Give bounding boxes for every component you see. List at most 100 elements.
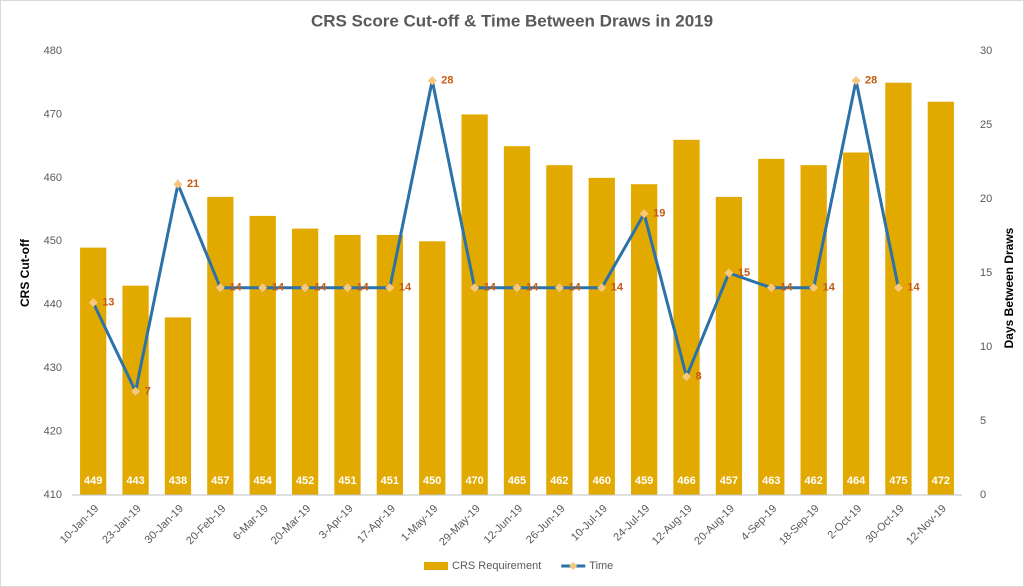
y2-axis-label: Days Between Draws <box>1002 227 1016 348</box>
y-tick-label: 450 <box>44 235 62 247</box>
bar-value-label: 466 <box>677 475 695 487</box>
bar <box>927 101 954 495</box>
y-tick-label: 420 <box>44 425 62 437</box>
line-value-label: 14 <box>780 282 793 294</box>
line-value-label: 14 <box>907 282 920 294</box>
y2-tick-label: 0 <box>980 489 986 501</box>
line-value-label: 19 <box>653 208 665 220</box>
y-tick-label: 470 <box>44 108 62 120</box>
line-marker <box>342 283 352 293</box>
line-marker <box>427 76 437 86</box>
bar <box>758 158 785 496</box>
line-marker <box>639 209 649 219</box>
bar-value-label: 438 <box>169 475 187 487</box>
bar-value-label: 475 <box>889 475 907 487</box>
legend-label: CRS Requirement <box>452 560 541 572</box>
line-value-label: 13 <box>102 297 114 309</box>
bar <box>334 234 361 495</box>
line-marker <box>300 283 310 293</box>
y-axis-label: CRS Cut-off <box>18 238 32 307</box>
bar <box>164 317 192 495</box>
bar <box>376 234 403 495</box>
bar <box>631 184 658 495</box>
bar-value-label: 452 <box>296 475 314 487</box>
bar-value-label: 460 <box>593 475 611 487</box>
line-marker <box>554 283 564 293</box>
line-marker <box>88 298 98 308</box>
bar-value-label: 465 <box>508 475 526 487</box>
bar <box>419 241 446 495</box>
bar <box>461 114 488 495</box>
y2-tick-label: 25 <box>980 119 992 131</box>
legend-label: Time <box>589 560 613 572</box>
line-value-label: 14 <box>823 282 836 294</box>
bar-value-label: 463 <box>762 475 780 487</box>
bar-value-label: 470 <box>465 475 483 487</box>
bar <box>715 196 743 495</box>
line-value-label: 14 <box>399 282 412 294</box>
line-marker <box>173 179 183 189</box>
line-value-label: 28 <box>441 75 453 87</box>
bar <box>80 247 107 495</box>
bar-value-label: 454 <box>254 475 273 487</box>
line <box>91 80 900 397</box>
y2-tick-label: 15 <box>980 267 992 279</box>
line-marker <box>766 283 776 293</box>
bar-value-label: 457 <box>211 475 229 487</box>
line-value-label: 14 <box>272 282 285 294</box>
legend-marker <box>569 562 578 570</box>
bar <box>291 228 319 495</box>
y2-tick-label: 30 <box>980 45 992 57</box>
bar <box>249 215 276 495</box>
line-value-label: 7 <box>145 385 151 397</box>
line-marker <box>893 283 903 293</box>
line-marker <box>512 283 522 293</box>
line-value-label: 14 <box>526 282 539 294</box>
bar-value-label: 450 <box>423 475 441 487</box>
line-marker <box>724 268 734 278</box>
line-marker <box>385 283 395 293</box>
bar <box>207 196 234 495</box>
y-tick-label: 430 <box>44 362 62 374</box>
line-value-label: 28 <box>865 75 877 87</box>
bar-value-label: 449 <box>84 475 102 487</box>
line-value-label: 14 <box>229 282 242 294</box>
bar-value-label: 472 <box>932 475 950 487</box>
bar-value-label: 462 <box>550 475 568 487</box>
line-value-label: 8 <box>696 371 702 383</box>
bar-value-label: 443 <box>126 475 144 487</box>
bar-value-label: 457 <box>720 475 738 487</box>
line-value-label: 15 <box>738 267 750 279</box>
line-value-label: 14 <box>484 282 497 294</box>
line-value-label: 14 <box>314 282 327 294</box>
line-marker <box>809 283 819 293</box>
bar <box>588 177 615 495</box>
y-tick-label: 410 <box>44 489 62 501</box>
chart-title: CRS Score Cut-off & Time Between Draws i… <box>311 11 713 30</box>
bar-value-label: 464 <box>847 475 866 487</box>
y-tick-label: 440 <box>44 299 62 311</box>
bar-value-label: 459 <box>635 475 653 487</box>
bar-value-label: 462 <box>804 475 822 487</box>
line-marker <box>851 76 861 86</box>
line-marker <box>131 386 141 396</box>
y2-tick-label: 20 <box>980 193 992 205</box>
bar-value-label: 451 <box>338 475 356 487</box>
legend-swatch <box>424 562 448 570</box>
line-value-label: 14 <box>611 282 624 294</box>
y2-tick-label: 10 <box>980 341 992 353</box>
line-marker <box>470 283 480 293</box>
line-value-label: 14 <box>356 282 369 294</box>
y-tick-label: 460 <box>44 172 62 184</box>
bar <box>842 152 870 495</box>
bar <box>800 165 827 495</box>
y2-tick-label: 5 <box>980 415 986 427</box>
line-value-label: 14 <box>568 282 581 294</box>
line-value-label: 21 <box>187 178 199 190</box>
line-marker <box>597 283 607 293</box>
line-marker <box>258 283 268 293</box>
line-marker <box>215 283 225 293</box>
y-tick-label: 480 <box>44 45 62 57</box>
bar <box>546 165 573 495</box>
